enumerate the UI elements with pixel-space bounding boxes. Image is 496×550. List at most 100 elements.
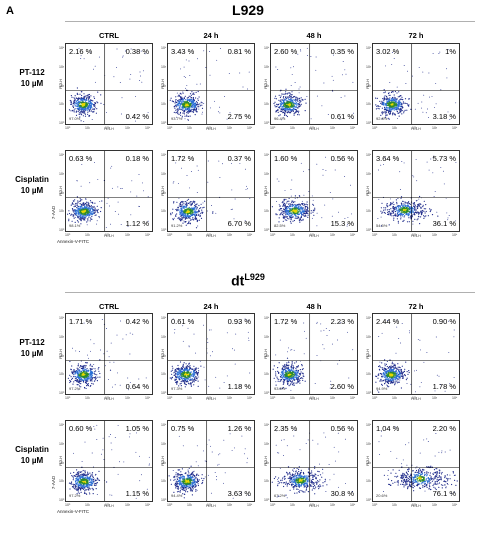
event-dot <box>80 365 82 367</box>
event-dot <box>280 212 282 214</box>
event-dot <box>323 82 325 84</box>
y-tick-label: 10⁰ <box>59 391 65 395</box>
event-dot <box>187 378 189 380</box>
event-dot <box>292 206 294 208</box>
event-dot <box>284 206 286 208</box>
event-dot <box>391 99 393 101</box>
event-dot <box>280 380 282 382</box>
event-dot <box>176 375 178 377</box>
event-dot <box>293 366 295 369</box>
event-dot <box>415 206 417 208</box>
event-dot <box>298 209 300 211</box>
event-dot <box>76 196 78 198</box>
event-dot <box>189 217 191 219</box>
event-dot <box>291 203 294 205</box>
event-dot <box>276 50 278 52</box>
event-dot <box>71 377 74 379</box>
event-dot <box>195 204 197 206</box>
event-dot <box>407 207 409 209</box>
event-dot <box>197 367 199 369</box>
event-dot <box>78 105 80 107</box>
event-dot <box>387 211 389 213</box>
event-dot <box>130 74 132 76</box>
event-dot <box>178 94 180 96</box>
event-dot <box>447 48 449 50</box>
event-dot <box>281 106 283 108</box>
y-tick-label: 10³ <box>366 172 372 177</box>
event-dot <box>194 204 196 207</box>
panel-title-l929: L929 <box>232 2 264 18</box>
event-dot <box>377 218 379 219</box>
event-dot <box>408 201 410 203</box>
event-dot <box>396 203 398 205</box>
event-dot <box>392 208 394 210</box>
scatter-density <box>168 151 254 231</box>
event-dot <box>89 373 91 375</box>
event-dot <box>320 323 322 325</box>
event-dot <box>278 378 280 380</box>
event-dot <box>383 112 385 114</box>
event-dot <box>189 203 191 205</box>
event-dot <box>297 107 299 109</box>
event-dot <box>91 380 93 382</box>
event-dot <box>291 370 293 372</box>
event-dot <box>108 356 110 358</box>
event-dot <box>80 112 82 114</box>
event-dot <box>406 210 409 213</box>
event-dot <box>306 96 308 97</box>
event-dot <box>302 377 304 379</box>
event-dot <box>328 330 330 332</box>
event-dot <box>188 363 190 365</box>
event-dot <box>202 202 204 204</box>
event-dot <box>297 98 299 100</box>
event-dot <box>94 373 96 375</box>
event-dot <box>397 222 399 224</box>
event-dot <box>377 105 379 107</box>
event-dot <box>299 379 301 382</box>
event-dot <box>405 205 407 207</box>
event-dot <box>350 184 351 186</box>
event-dot <box>416 219 418 221</box>
event-dot <box>110 167 112 169</box>
event-dot <box>284 102 286 104</box>
event-dot <box>293 349 295 351</box>
event-dot <box>277 108 279 111</box>
event-dot <box>290 376 292 378</box>
event-dot <box>90 101 92 103</box>
event-dot <box>79 375 81 377</box>
event-dot <box>283 215 286 217</box>
event-dot <box>418 213 420 215</box>
event-dot <box>192 211 194 213</box>
event-dot <box>383 104 385 106</box>
event-dot <box>82 102 84 103</box>
event-dot <box>402 99 404 101</box>
event-dot <box>130 48 132 50</box>
event-dot <box>194 109 196 111</box>
x-tick-label: 10¹ <box>290 126 296 130</box>
event-dot <box>109 369 112 371</box>
event-dot <box>384 91 386 93</box>
event-dot <box>186 212 188 215</box>
y-tick-label: 10¹ <box>59 102 65 107</box>
event-dot <box>416 211 418 214</box>
x-tick-label: 10¹ <box>290 233 296 237</box>
event-dot <box>78 379 80 381</box>
event-dot <box>287 212 289 214</box>
event-dot <box>178 368 180 370</box>
event-dot <box>89 210 91 212</box>
event-dot <box>198 370 200 372</box>
event-dot <box>346 331 348 333</box>
event-dot <box>300 162 302 164</box>
event-dot <box>276 106 278 108</box>
event-dot <box>285 367 287 369</box>
event-dot <box>87 370 89 373</box>
event-dot <box>394 98 396 100</box>
event-dot <box>71 202 74 204</box>
event-dot <box>76 97 78 99</box>
event-dot <box>289 208 291 211</box>
event-dot <box>289 94 291 97</box>
event-dot <box>191 378 194 380</box>
event-dot <box>195 377 198 380</box>
event-dot <box>244 318 246 320</box>
event-dot <box>93 212 95 214</box>
